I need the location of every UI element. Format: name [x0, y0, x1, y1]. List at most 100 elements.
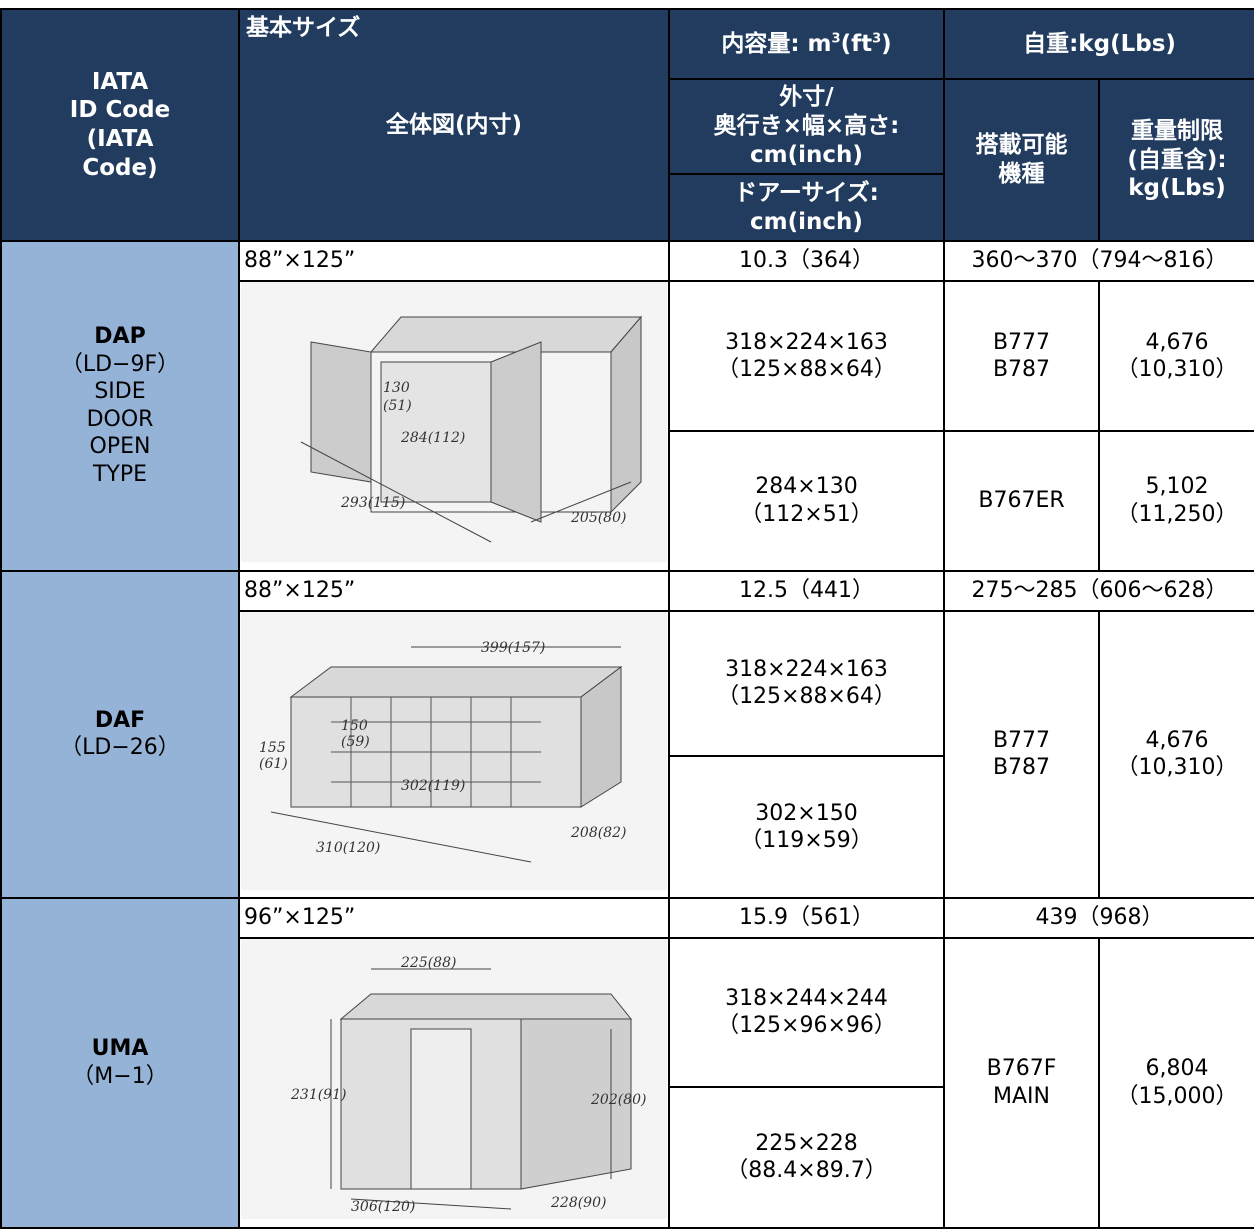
- dimension-label: 284(112): [400, 430, 465, 446]
- outer: 318×244×244 （125×96×96）: [668, 937, 945, 1088]
- dimension-label: 150: [341, 718, 368, 734]
- text: ID Code: [69, 97, 171, 124]
- text: DAP: [94, 324, 146, 350]
- text: B787: [992, 357, 1051, 383]
- text: （10,310）: [1116, 755, 1238, 781]
- tare: 439（968）: [942, 897, 1254, 939]
- text: 5,102: [1145, 474, 1209, 500]
- dimension-label: 130: [383, 380, 410, 396]
- text: ): [881, 30, 892, 57]
- text: （LD−9F）: [60, 351, 180, 377]
- text: cm(inch): [750, 141, 863, 168]
- text: 3: [831, 30, 841, 46]
- size: 96”×125”: [238, 897, 670, 939]
- text: DOOR: [86, 406, 154, 432]
- outer: 318×224×163 （125×88×64）: [668, 609, 945, 758]
- dimension-label: 228(90): [550, 1195, 606, 1211]
- text: （10,310）: [1116, 357, 1238, 383]
- diagram-cell: 130 (51) 284(112) 293(115) 205(80): [238, 280, 670, 572]
- text: kg(Lbs): [1128, 175, 1226, 202]
- text: 302×150: [755, 800, 858, 826]
- dimension-label: (61): [259, 756, 288, 772]
- text: 基本サイズ: [246, 15, 361, 41]
- volume: 10.3（364）: [668, 240, 945, 282]
- text: 4,676: [1145, 727, 1209, 753]
- volume-header: 内容量: m3(ft3): [668, 8, 945, 80]
- text: Code): [82, 154, 158, 181]
- door: 225×228 （88.4×89.7）: [668, 1085, 945, 1229]
- text: B787: [992, 755, 1051, 781]
- size-header: 基本サイズ 全体図(内寸): [238, 8, 670, 242]
- diagram: 130 (51) 284(112) 293(115) 205(80): [241, 282, 667, 562]
- dimension-label: 399(157): [481, 640, 545, 656]
- text: (IATA: [86, 126, 154, 152]
- door-header: ドアーサイズ: cm(inch): [668, 173, 945, 242]
- tare: 275～285（606～628）: [942, 569, 1254, 612]
- limit: 5,102 （11,250）: [1097, 430, 1254, 572]
- text: 機種: [998, 161, 1045, 187]
- text: 6,804: [1145, 1056, 1209, 1082]
- text: （112×51）: [740, 501, 873, 527]
- text: 重量制限: [1131, 117, 1223, 144]
- text: B767ER: [978, 488, 1065, 514]
- code-header: IATA ID Code (IATA Code): [0, 8, 240, 242]
- text: MAIN: [993, 1083, 1050, 1109]
- text: B777: [992, 329, 1051, 355]
- aircraft: B767ER: [943, 430, 1100, 572]
- text: TYPE: [92, 461, 148, 487]
- text: （125×88×64）: [717, 357, 896, 383]
- dimension-label: (51): [383, 398, 412, 414]
- limit: 4,676 （10,310）: [1097, 609, 1254, 899]
- text: ドアーサイズ:: [734, 179, 879, 206]
- aircraft-header: 搭載可能 機種: [943, 78, 1100, 242]
- text: DAF: [94, 707, 146, 733]
- door: 302×150 （119×59）: [668, 755, 945, 899]
- dimension-label: 155: [259, 740, 286, 756]
- limit: 6,804 （15,000）: [1097, 937, 1254, 1229]
- limit-header: 重量制限 (自重含): kg(Lbs): [1097, 78, 1254, 242]
- size: 88”×125”: [238, 569, 670, 612]
- outer-header: 外寸/奥行き×幅×高さ: cm(inch): [668, 78, 945, 175]
- diagram-cell: 399(157) 150 (59) 155 (61) 302(119) 310(…: [238, 609, 670, 899]
- dimension-label: 310(120): [316, 840, 380, 856]
- volume: 12.5（441）: [668, 569, 945, 612]
- text: (自重含):: [1127, 146, 1227, 173]
- text: IATA: [91, 68, 149, 95]
- diagram: 399(157) 150 (59) 155 (61) 302(119) 310(…: [241, 611, 667, 890]
- text: cm(inch): [750, 208, 863, 235]
- code-cell: DAF （LD−26）: [0, 569, 240, 899]
- text: B777: [992, 727, 1051, 753]
- text: 318×224×163: [725, 329, 888, 355]
- text: 奥行き×幅×高さ:: [713, 113, 900, 140]
- text: （119×59）: [740, 828, 873, 854]
- dimension-label: 208(82): [570, 825, 626, 841]
- text: （LD−26）: [60, 735, 180, 761]
- text: 318×244×244: [725, 985, 888, 1011]
- text: UMA: [91, 1036, 149, 1062]
- text: 284×130: [755, 474, 858, 500]
- text: 外寸/: [779, 84, 834, 111]
- dimension-label: 306(120): [351, 1199, 415, 1215]
- diagram: 225(88) 231(91) 202(80) 306(120) 228(90): [241, 939, 667, 1219]
- text: OPEN: [89, 434, 151, 460]
- text: 3: [872, 30, 882, 46]
- diagram-cell: 225(88) 231(91) 202(80) 306(120) 228(90): [238, 937, 670, 1229]
- text: 4,676: [1145, 329, 1209, 355]
- dimension-label: 302(119): [401, 778, 465, 794]
- size: 88”×125”: [238, 240, 670, 282]
- text: SIDE: [94, 379, 146, 405]
- limit: 4,676 （10,310）: [1097, 279, 1254, 433]
- dimension-label: 205(80): [570, 510, 626, 526]
- uld-table: IATA ID Code (IATA Code) 基本サイズ 全体図(内寸) 内容量: …: [0, 8, 1254, 1229]
- text: （125×88×64）: [717, 684, 896, 710]
- door: 284×130 （112×51）: [668, 430, 945, 572]
- tare: 360～370（794～816）: [942, 240, 1254, 282]
- dimension-label: 225(88): [400, 955, 456, 971]
- text: （15,000）: [1116, 1083, 1238, 1109]
- text: B767F: [986, 1056, 1057, 1082]
- text: 225×228: [755, 1130, 858, 1156]
- code-cell: UMA （M−1）: [0, 897, 240, 1229]
- dimension-label: 293(115): [340, 495, 405, 511]
- outer: 318×224×163 （125×88×64）: [668, 279, 945, 433]
